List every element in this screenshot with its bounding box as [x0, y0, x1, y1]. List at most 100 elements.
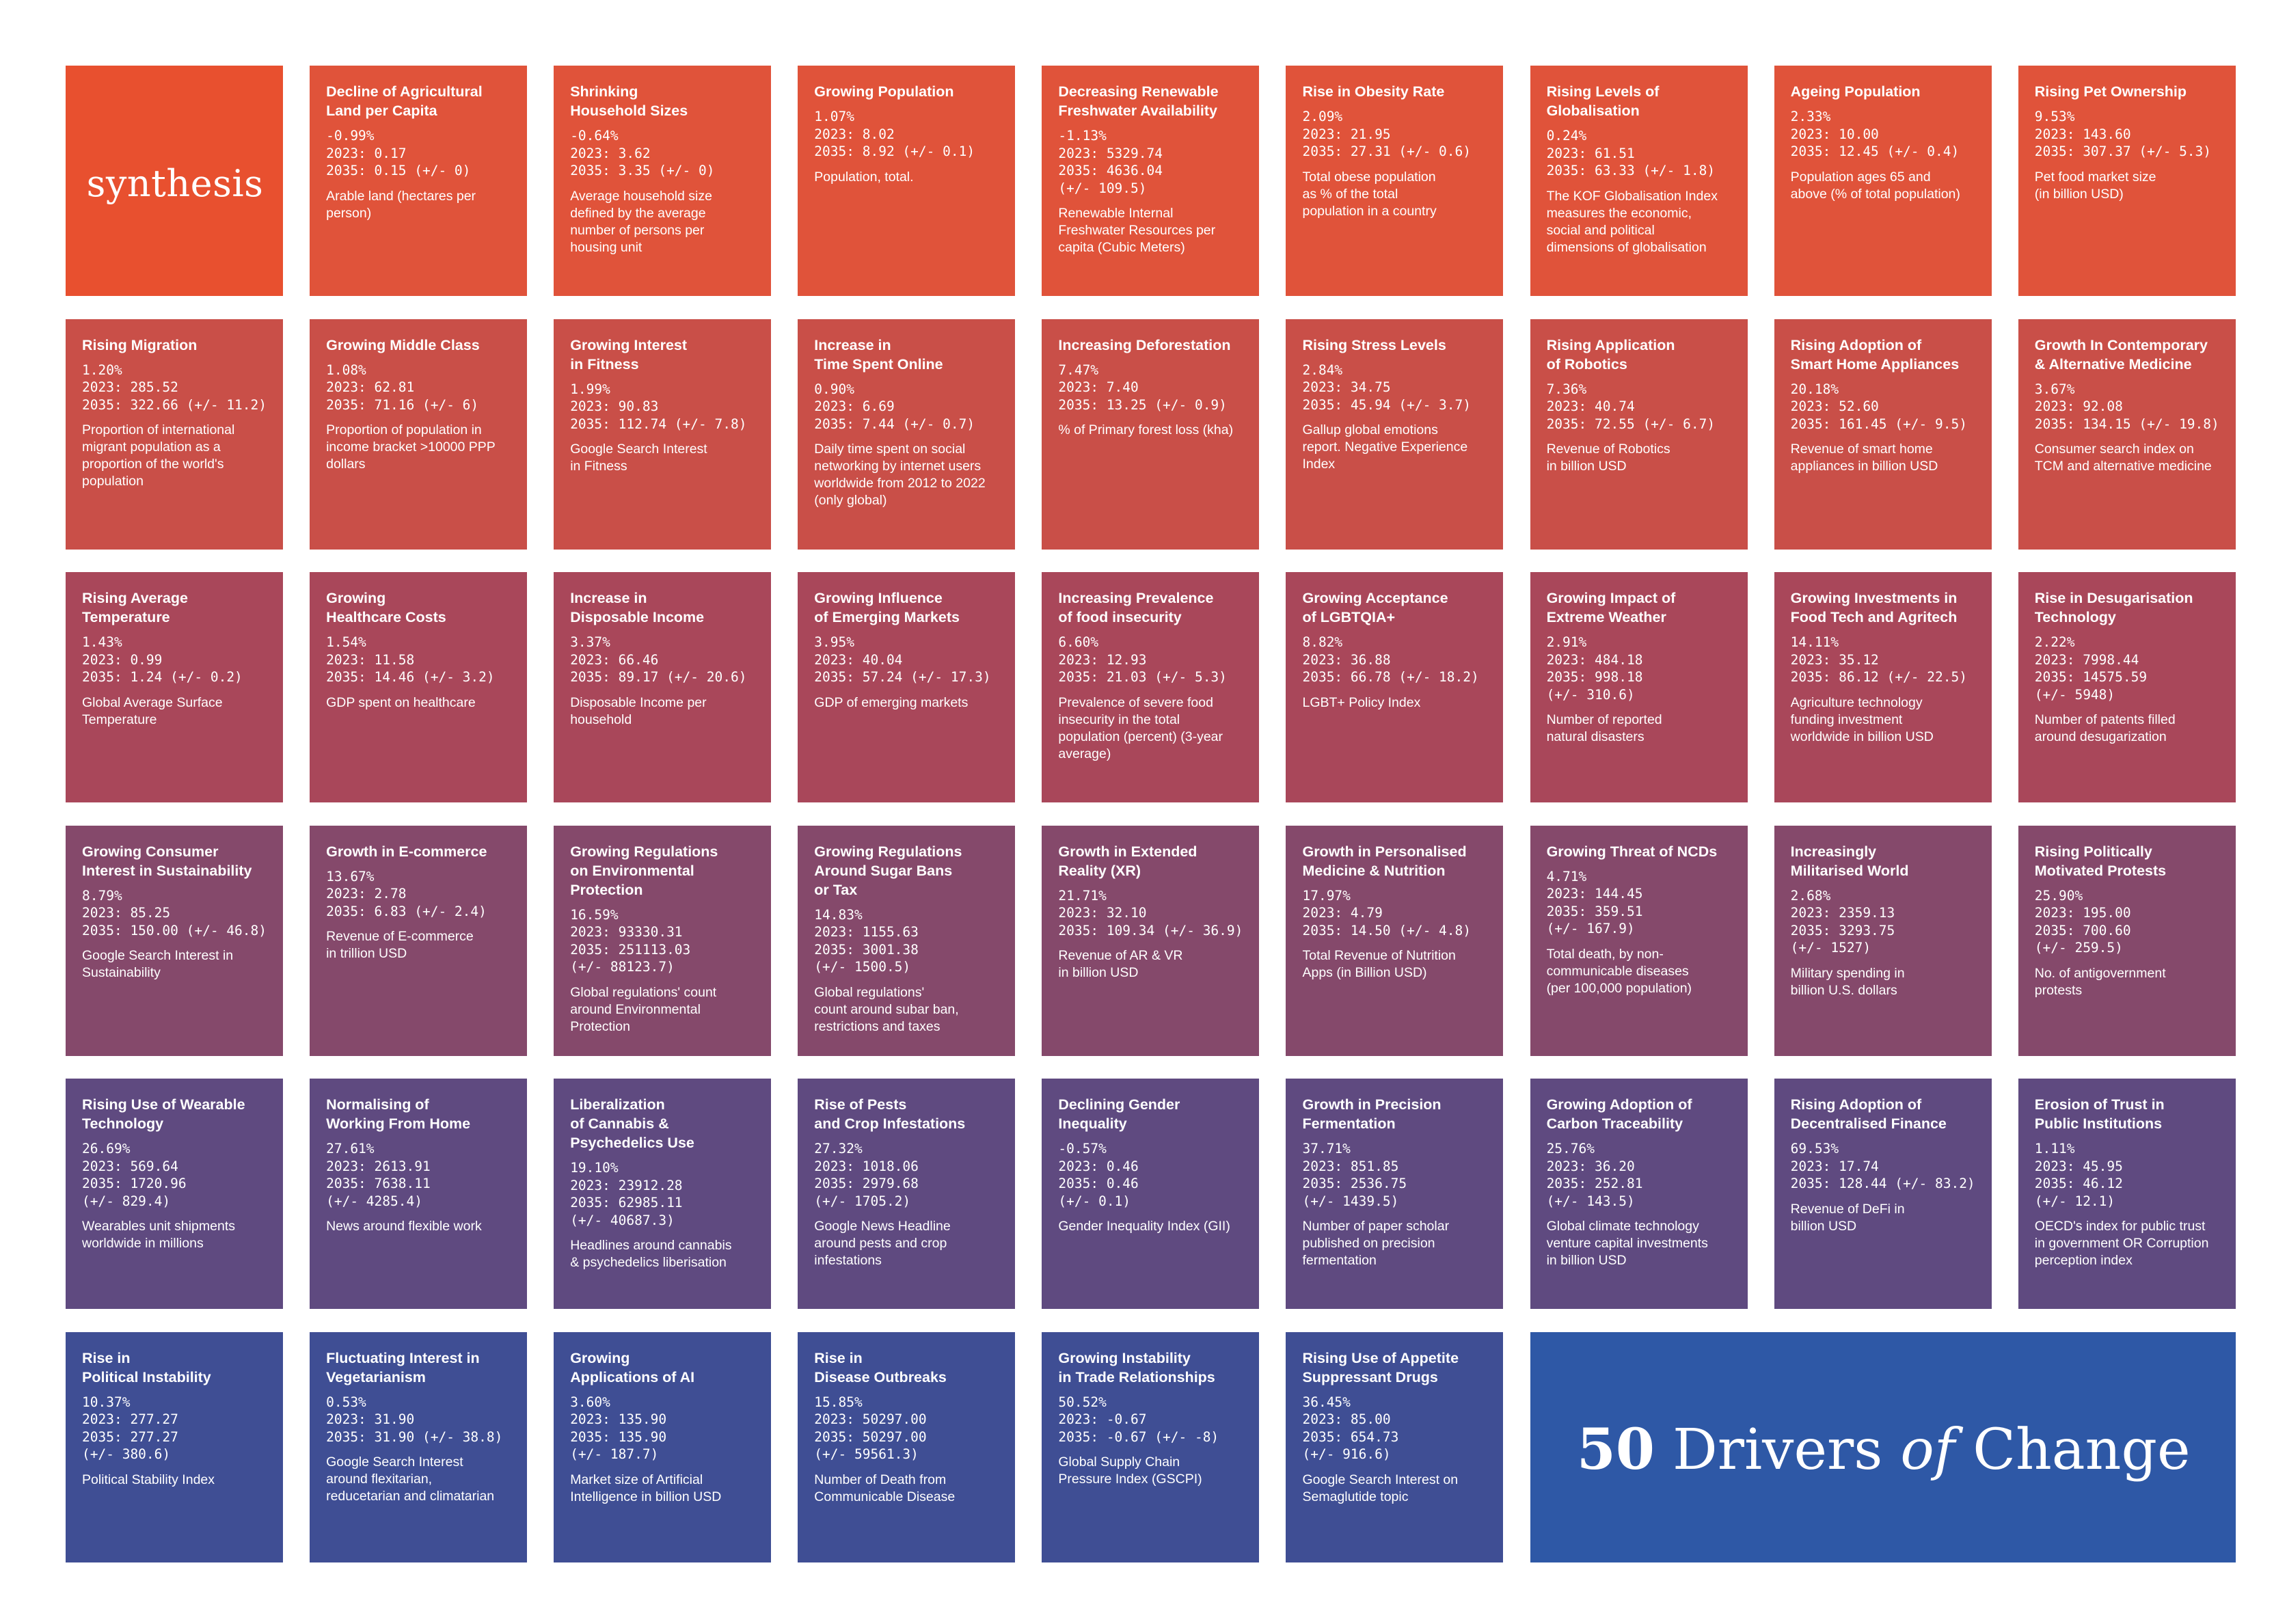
driver-description: Global regulations' count around subar b… [814, 984, 959, 1034]
driver-title: Shrinking Household Sizes [570, 83, 688, 119]
driver-title: Rising Average Temperature [82, 590, 188, 626]
driver-stats: 19.10% 2023: 23912.28 2035: 62985.11 (+/… [570, 1160, 683, 1228]
driver-card: Liberalization of Cannabis & Psychedelic… [554, 1079, 772, 1310]
driver-card: Normalising of Working From Home 27.61% 2… [310, 1079, 528, 1310]
driver-title: Rise in Desugarisation Technology [2034, 590, 2193, 626]
driver-title: Growing Middle Class [326, 336, 480, 353]
driver-stats: 1.43% 2023: 0.99 2035: 1.24 (+/- 0.2) [82, 634, 243, 686]
driver-title: Growing Healthcare Costs [326, 590, 446, 626]
driver-title: Growing Interest in Fitness [570, 336, 688, 373]
driver-description: Agriculture technology funding investmen… [1790, 694, 1934, 744]
driver-title: Growing Instability in Trade Relationshi… [1058, 1349, 1215, 1385]
driver-card: Growing Applications of AI 3.60% 2023: 13… [554, 1331, 772, 1562]
driver-description: Political Stability Index [82, 1472, 215, 1487]
driver-description: Prevalence of severe food insecurity in … [1058, 694, 1223, 761]
driver-card: Growing Interest in Fitness 1.99% 2023: 9… [554, 319, 772, 550]
driver-card: Increasing Deforestation 7.47% 2023: 7.40… [1042, 319, 1260, 550]
driver-description: Headlines around cannabis & psychedelics… [570, 1238, 732, 1271]
driver-card: Growing Acceptance of LGBTQIA+ 8.82% 2023… [1286, 572, 1504, 803]
driver-card: Rising Application of Robotics 7.36% 2023… [1530, 319, 1748, 550]
brand-logo: synthesis [86, 162, 264, 205]
driver-description: GDP spent on healthcare [326, 694, 476, 710]
driver-card: Rising Use of Appetite Suppressant Drugs… [1286, 1331, 1504, 1562]
driver-description: Consumer search index on TCM and alterna… [2034, 442, 2212, 474]
driver-stats: 0.90% 2023: 6.69 2035: 7.44 (+/- 0.7) [814, 381, 975, 432]
driver-title: Growing Threat of NCDs [1546, 843, 1718, 860]
driver-stats: 2.84% 2023: 34.75 2035: 45.94 (+/- 3.7) [1302, 362, 1472, 413]
driver-description: Global climate technology venture capita… [1546, 1219, 1708, 1269]
driver-description: Average household size defined by the av… [570, 188, 712, 255]
driver-title: Increase in Disposable Income [570, 590, 705, 626]
driver-title: Growth in Precision Fermentation [1302, 1096, 1442, 1133]
driver-description: No. of antigovernment protests [2034, 965, 2166, 998]
driver-stats: 1.11% 2023: 45.95 2035: 46.12 (+/- 12.1) [2034, 1141, 2123, 1209]
driver-card: Increase in Disposable Income 3.37% 2023:… [554, 572, 772, 803]
driver-stats: 4.71% 2023: 144.45 2035: 359.51 (+/- 167… [1546, 868, 1643, 937]
driver-description: Revenue of E-commerce in trillion USD [326, 929, 474, 962]
driver-stats: 3.95% 2023: 40.04 2035: 57.24 (+/- 17.3) [814, 634, 991, 686]
driver-title: Growth in Extended Reality (XR) [1058, 843, 1197, 879]
driver-title: Rising Migration [82, 336, 198, 353]
driver-description: Pet food market size (in billion USD) [2034, 169, 2156, 202]
driver-card: Growing Middle Class 1.08% 2023: 62.81 20… [310, 319, 528, 550]
driver-card: Rising Average Temperature 1.43% 2023: 0.… [66, 572, 283, 803]
driver-stats: 1.54% 2023: 11.58 2035: 14.46 (+/- 3.2) [326, 634, 495, 686]
driver-title: Growing Influence of Emerging Markets [814, 590, 960, 626]
driver-description: Global Supply Chain Pressure Index (GSCP… [1058, 1454, 1202, 1487]
driver-card: Growing Healthcare Costs 1.54% 2023: 11.5… [310, 572, 528, 803]
driver-title: Growing Regulations on Environmental Pro… [570, 843, 718, 898]
driver-stats: 8.79% 2023: 85.25 2035: 150.00 (+/- 46.8… [82, 887, 267, 938]
driver-stats: 6.60% 2023: 12.93 2035: 21.03 (+/- 5.3) [1058, 634, 1227, 686]
driver-card: Rise of Pests and Crop Infestations 27.32… [798, 1079, 1016, 1310]
driver-stats: 0.53% 2023: 31.90 2035: 31.90 (+/- 38.8) [326, 1394, 503, 1445]
driver-stats: 27.32% 2023: 1018.06 2035: 2979.68 (+/- … [814, 1141, 919, 1209]
driver-stats: 0.24% 2023: 61.51 2035: 63.33 (+/- 1.8) [1546, 128, 1716, 178]
driver-description: Google Search Interest around flexitaria… [326, 1454, 495, 1504]
driver-description: Daily time spent on social networking by… [814, 442, 986, 509]
driver-stats: 2.33% 2023: 10.00 2035: 12.45 (+/- 0.4) [1790, 109, 1960, 159]
title-word-of: of [1900, 1418, 1956, 1483]
driver-stats: 17.97% 2023: 4.79 2035: 14.50 (+/- 4.8) [1302, 887, 1472, 938]
driver-description: Arable land (hectares per person) [326, 188, 476, 221]
driver-stats: 14.11% 2023: 35.12 2035: 86.12 (+/- 22.5… [1790, 634, 1967, 686]
driver-description: % of Primary forest loss (kha) [1058, 422, 1234, 438]
driver-description: Total death, by non- communicable diseas… [1546, 946, 1692, 996]
driver-stats: 14.83% 2023: 1155.63 2035: 3001.38 (+/- … [814, 906, 919, 975]
driver-card: Growth in Personalised Medicine & Nutrit… [1286, 825, 1504, 1056]
driver-description: Number of Death from Communicable Diseas… [814, 1472, 956, 1504]
driver-title: Rising Stress Levels [1302, 336, 1446, 353]
driver-title: Rise in Political Instability [82, 1349, 211, 1385]
driver-description: Number of patents filled around desugari… [2034, 712, 2176, 745]
driver-description: Revenue of DeFi in billion USD [1790, 1201, 1905, 1234]
driver-description: Number of reported natural disasters [1546, 712, 1662, 745]
driver-card: Rising Politically Motivated Protests 25.… [2018, 825, 2236, 1056]
driver-description: Population, total. [814, 169, 914, 185]
driver-title: Rising Levels of Globalisation [1546, 83, 1660, 119]
driver-card: Increase in Time Spent Online 0.90% 2023:… [798, 319, 1016, 550]
driver-title: Erosion of Trust in Public Institutions [2034, 1096, 2165, 1133]
driver-description: Disposable Income per household [570, 694, 707, 727]
driver-card: Growth in Precision Fermentation 37.71% 2… [1286, 1079, 1504, 1310]
driver-stats: 13.67% 2023: 2.78 2035: 6.83 (+/- 2.4) [326, 868, 487, 919]
driver-title: Normalising of Working From Home [326, 1096, 471, 1133]
driver-description: The KOF Globalisation Index measures the… [1546, 188, 1718, 255]
driver-card: Rise in Disease Outbreaks 15.85% 2023: 50… [798, 1331, 1016, 1562]
driver-card: Growing Influence of Emerging Markets 3.9… [798, 572, 1016, 803]
driver-card: Growth in Extended Reality (XR) 21.71% 20… [1042, 825, 1260, 1056]
driver-title: Rise of Pests and Crop Infestations [814, 1096, 966, 1133]
driver-stats: 8.82% 2023: 36.88 2035: 66.78 (+/- 18.2) [1302, 634, 1479, 686]
driver-description: Revenue of Robotics in billion USD [1546, 442, 1670, 474]
driver-card: Growing Investments in Food Tech and Agr… [1774, 572, 1992, 803]
driver-title: Growing Applications of AI [570, 1349, 695, 1385]
driver-description: Google Search Interest in Fitness [570, 442, 707, 474]
driver-card: Rising Adoption of Decentralised Finance… [1774, 1079, 1992, 1310]
driver-card: Rising Stress Levels 2.84% 2023: 34.75 20… [1286, 319, 1504, 550]
driver-description: Number of paper scholar published on pre… [1302, 1219, 1450, 1269]
driver-stats: 26.69% 2023: 569.64 2035: 1720.96 (+/- 8… [82, 1141, 187, 1209]
driver-stats: 1.08% 2023: 62.81 2035: 71.16 (+/- 6) [326, 362, 479, 413]
driver-stats: 16.59% 2023: 93330.31 2035: 251113.03 (+… [570, 906, 691, 975]
driver-title: Fluctuating Interest in Vegetarianism [326, 1349, 480, 1385]
driver-stats: 1.99% 2023: 90.83 2035: 112.74 (+/- 7.8) [570, 381, 747, 432]
driver-title: Rising Adoption of Decentralised Finance [1790, 1096, 1947, 1133]
driver-card: Growing Instability in Trade Relationshi… [1042, 1331, 1260, 1562]
